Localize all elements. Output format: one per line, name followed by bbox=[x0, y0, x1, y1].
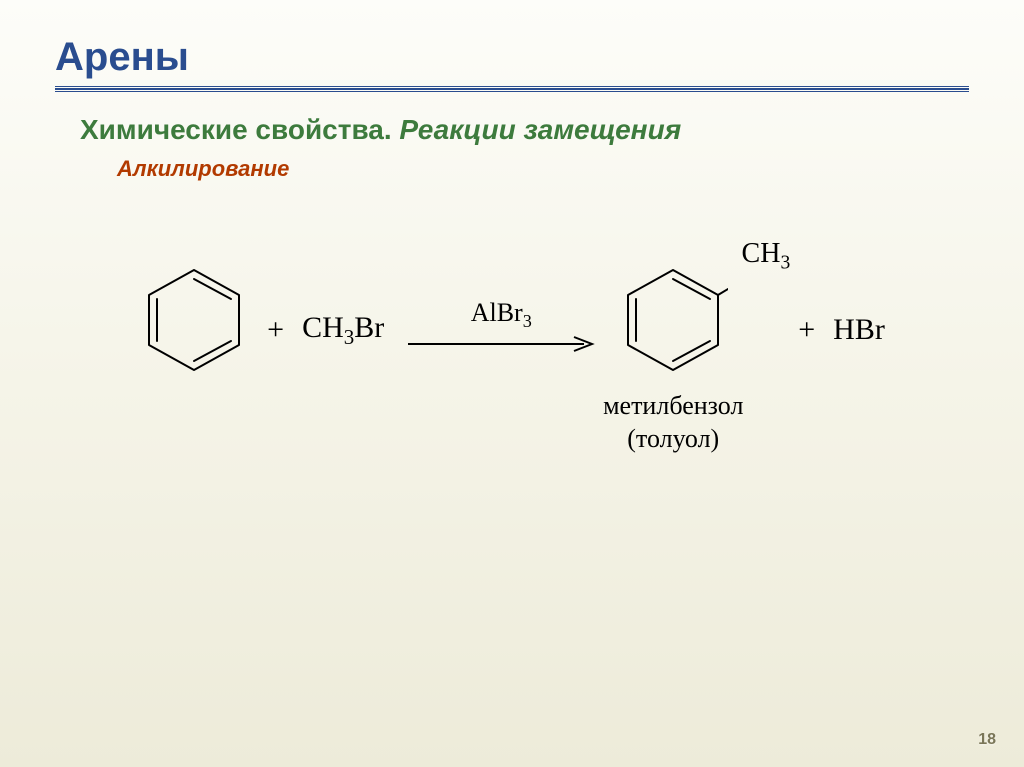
reagent-sub: 3 bbox=[344, 325, 355, 349]
plus-sign-1: + bbox=[249, 313, 302, 347]
substituent-sub: 3 bbox=[780, 253, 790, 274]
reaction-row: + CH3Br AlBr3 bbox=[0, 260, 1024, 380]
byproduct-formula: HBr bbox=[833, 313, 885, 347]
page-title: Арены bbox=[55, 35, 969, 80]
substituent-label: CH3 bbox=[742, 238, 791, 275]
benzene-reactant bbox=[139, 260, 249, 380]
benzene-icon bbox=[139, 260, 249, 380]
toluene-icon bbox=[618, 260, 728, 380]
reagent-tail: Br bbox=[354, 311, 384, 344]
product-name-1: метилбензол bbox=[603, 390, 743, 423]
product-names: метилбензол (толуол) bbox=[603, 390, 743, 455]
catalyst-base: AlBr bbox=[471, 298, 523, 327]
subtitle: Химические свойства. Реакции замещения bbox=[80, 114, 969, 146]
reagent-base: CH bbox=[302, 311, 344, 344]
catalyst-label: AlBr3 bbox=[471, 298, 532, 332]
plus-sign-2: + bbox=[728, 313, 833, 347]
product-name-2: (толуол) bbox=[603, 423, 743, 456]
substituent-base: CH bbox=[742, 238, 781, 269]
toluene-product: CH3 метилбензол (толуол) bbox=[618, 260, 728, 380]
subtitle-italic: Реакции замещения bbox=[399, 114, 681, 145]
reaction-arrow: AlBr3 bbox=[406, 298, 596, 354]
title-rule bbox=[55, 86, 969, 92]
catalyst-sub: 3 bbox=[523, 311, 532, 331]
slide: Арены Химические свойства. Реакции замещ… bbox=[0, 0, 1024, 767]
subtitle-plain: Химические свойства. bbox=[80, 114, 399, 145]
sub-subtitle: Алкилирование bbox=[117, 156, 969, 182]
reagent-formula: CH3Br bbox=[302, 311, 384, 350]
page-number: 18 bbox=[978, 731, 996, 749]
arrow-icon bbox=[406, 334, 596, 354]
